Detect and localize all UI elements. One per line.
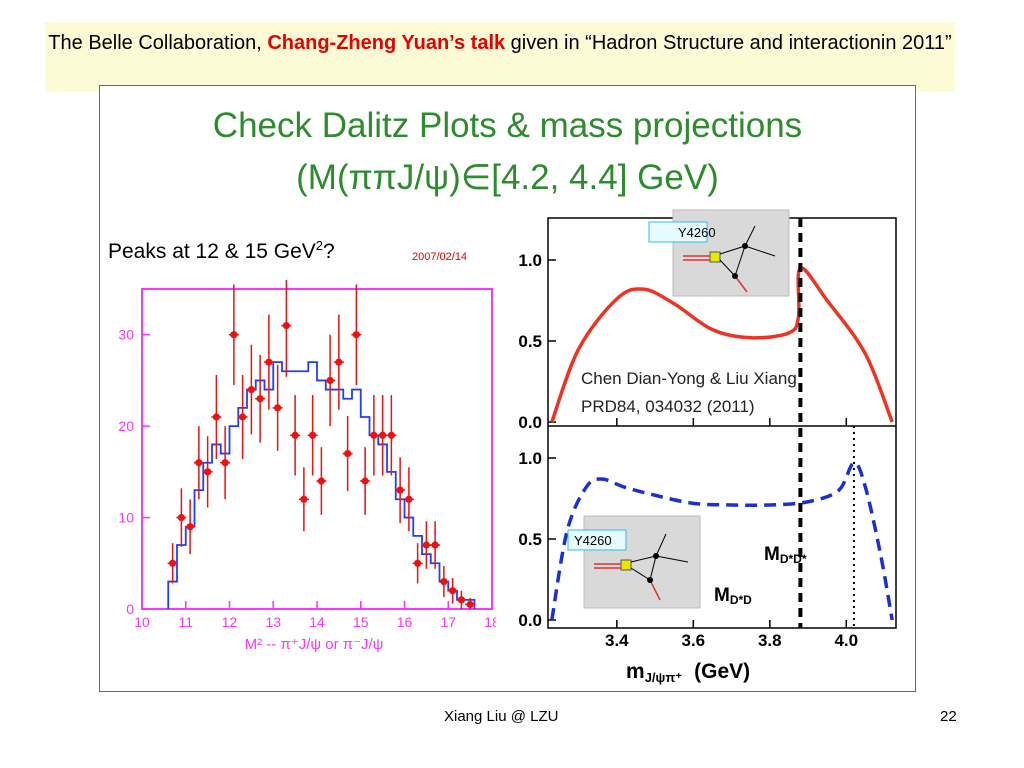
right-ytick-label: 0.0 [518,611,542,630]
left-xtick-label: 12 [222,614,238,630]
data-point [298,467,309,532]
left-xlabel: M² -- π⁺J/ψ or π⁻J/ψ [245,636,384,653]
right-ytick-label: 0.5 [518,530,542,549]
citation-line2: PRD84, 034032 (2011) [581,397,755,416]
data-point [263,314,274,410]
peaks-text: Peaks at 12 & 15 GeV [108,240,316,263]
data-point [176,488,187,547]
data-point [360,447,371,515]
right-ytick-label: 1.0 [518,251,542,270]
data-point [333,314,344,410]
right-ytick-label: 1.0 [518,449,542,468]
left-xtick-label: 17 [440,614,456,630]
data-point [211,374,222,460]
data-point [193,426,204,500]
data-point [167,543,178,584]
citation-line1: Chen Dian-Yong & Liu Xiang [581,369,797,388]
right-xtick-label: 4.0 [834,631,858,650]
data-point [430,521,441,569]
slide-header: The Belle Collaboration, Chang-Zheng Yua… [45,22,955,92]
peaks-annotation: Peaks at 12 & 15 GeV2? [108,238,335,264]
data-point [185,499,196,555]
left-plot-frame [141,288,493,610]
data-point [377,395,388,476]
right-xtick-label: 3.4 [605,631,629,650]
data-point [255,354,266,443]
inset-diagram-lower: Y4260 [567,515,701,609]
left-histogram-line [167,361,476,609]
lower-dashed-curve [550,461,894,621]
left-ytick-label: 10 [118,510,134,526]
plot-date: 2007/02/14 [412,251,468,263]
header-talk: Chang-Zheng Yuan’s talk [267,32,506,54]
peaks-sup: 2 [315,238,324,253]
data-point [290,395,301,476]
data-point [237,374,248,460]
footer-author: Xiang Liu @ LZU [444,708,559,725]
header-suffix: given in “Hadron Structure and interacti… [505,32,952,54]
inset-label-upper: Y4260 [678,225,716,240]
data-point [342,416,353,492]
data-point [421,521,432,569]
label-mdsds: MD*D* [764,544,807,566]
left-xtick-label: 18 [484,614,496,630]
data-point [412,543,423,584]
data-point [246,344,257,435]
inset-diagram-upper: Y4260 [648,209,790,297]
left-ytick-label: 0 [126,601,134,617]
left-xtick-label: 15 [353,614,369,630]
left-xtick-label: 10 [134,614,150,630]
data-point [307,395,318,476]
data-point [325,334,336,427]
left-ytick-label: 30 [118,327,134,343]
data-point [368,395,379,476]
data-point [447,577,458,604]
data-point [403,467,414,532]
slide-title: Check Dalitz Plots & mass projections (M… [99,100,916,204]
right-xlabel: mJ/ψπ⁺ (GeV) [626,660,750,685]
data-point [438,566,449,598]
upper-solid-curve [550,266,894,423]
left-xtick-label: 14 [309,614,325,630]
left-xtick-label: 16 [397,614,413,630]
right-xtick-label: 3.8 [758,631,782,650]
data-point [202,436,213,508]
footer-page-number: 22 [940,708,957,725]
data-point [220,426,231,500]
data-point [456,590,467,609]
label-mdd: MD*D [714,585,752,607]
right-curve-plot: 0.0 0.5 1.0 0.0 0.5 1.0 3.4 3.6 3.8 4.0 Chen Dian… [518,209,897,685]
data-point [351,284,362,385]
data-point [465,598,476,609]
data-point [386,395,397,476]
peaks-question: ? [323,240,335,263]
left-ytick-label: 20 [118,418,134,434]
header-prefix: The Belle Collaboration, [48,32,268,54]
right-xtick-label: 3.6 [681,631,705,650]
left-xtick-label: 11 [178,614,193,630]
data-point [228,284,239,385]
right-ytick-label: 0.5 [518,332,542,351]
slide-title-line1: Check Dalitz Plots & mass projections [212,106,803,145]
data-point [272,364,283,451]
data-point [395,457,406,524]
left-xtick-label: 13 [265,614,281,630]
inset-label-lower: Y4260 [574,533,612,548]
data-point [281,280,292,377]
slide-title-line2: (M(ππJ/ψ)∈[4.2, 4.4] GeV) [296,158,719,197]
right-ytick-label: 0.0 [518,413,542,432]
data-point [316,447,327,515]
